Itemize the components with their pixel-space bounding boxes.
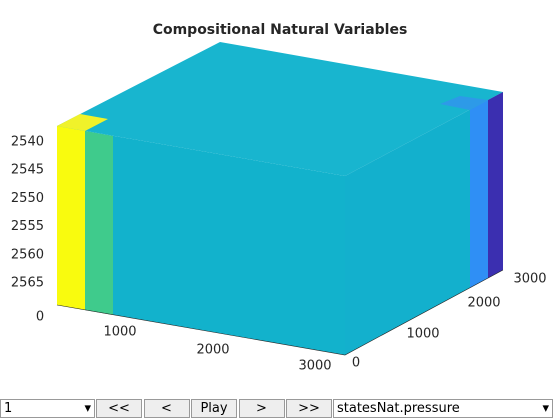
cell [470,100,488,288]
tick-label: 2000 [467,296,500,311]
tick-label: 2545 [11,163,44,178]
tick-label: 2540 [11,135,44,150]
variable-select[interactable]: statesNat.pressure ▾ [333,399,553,418]
axis-line [56,269,504,356]
front-face [57,126,345,355]
button[interactable]: > [238,399,285,418]
button[interactable]: Play [191,399,237,418]
plot: Compositional Natural Variables 2540 2545… [11,22,547,374]
tick-label: 2000 [196,343,229,358]
frame-select[interactable]: 1 ▾ [0,399,95,418]
dropdown-arrow: ▾ [542,401,549,416]
cell [440,96,488,110]
ticks: 2540 2545 2550 2555 2560 2565 0 1000 2000 3000 0 10… [11,135,547,374]
dropdown-arrow: ▾ [84,401,91,416]
label: < [161,401,172,416]
tick-label: 2555 [11,219,44,234]
tick-label: 1000 [103,325,136,340]
tick-label: 2565 [11,276,44,291]
button[interactable]: >> [286,399,332,418]
tick-label: 3000 [513,272,546,287]
cell [57,114,108,131]
label: statesNat.pressure [337,401,460,416]
label: >> [298,401,320,416]
button[interactable]: < [143,399,190,418]
cell [85,131,113,315]
label: > [256,401,267,416]
tick-label: 2560 [11,247,44,262]
button[interactable]: << [96,399,142,418]
cell [57,126,85,310]
tick-label: 1000 [406,327,439,342]
tick-label: 0 [352,356,360,371]
tick-label: 2550 [11,191,44,206]
tick-label: 3000 [298,359,331,374]
label: << [108,401,130,416]
label: 1 [4,401,13,416]
top-face [57,42,503,176]
label: Play [200,401,228,416]
title: Compositional Natural Variables [153,22,408,38]
side-face [345,92,503,355]
tick-label: 0 [36,310,44,325]
cell [488,92,503,278]
